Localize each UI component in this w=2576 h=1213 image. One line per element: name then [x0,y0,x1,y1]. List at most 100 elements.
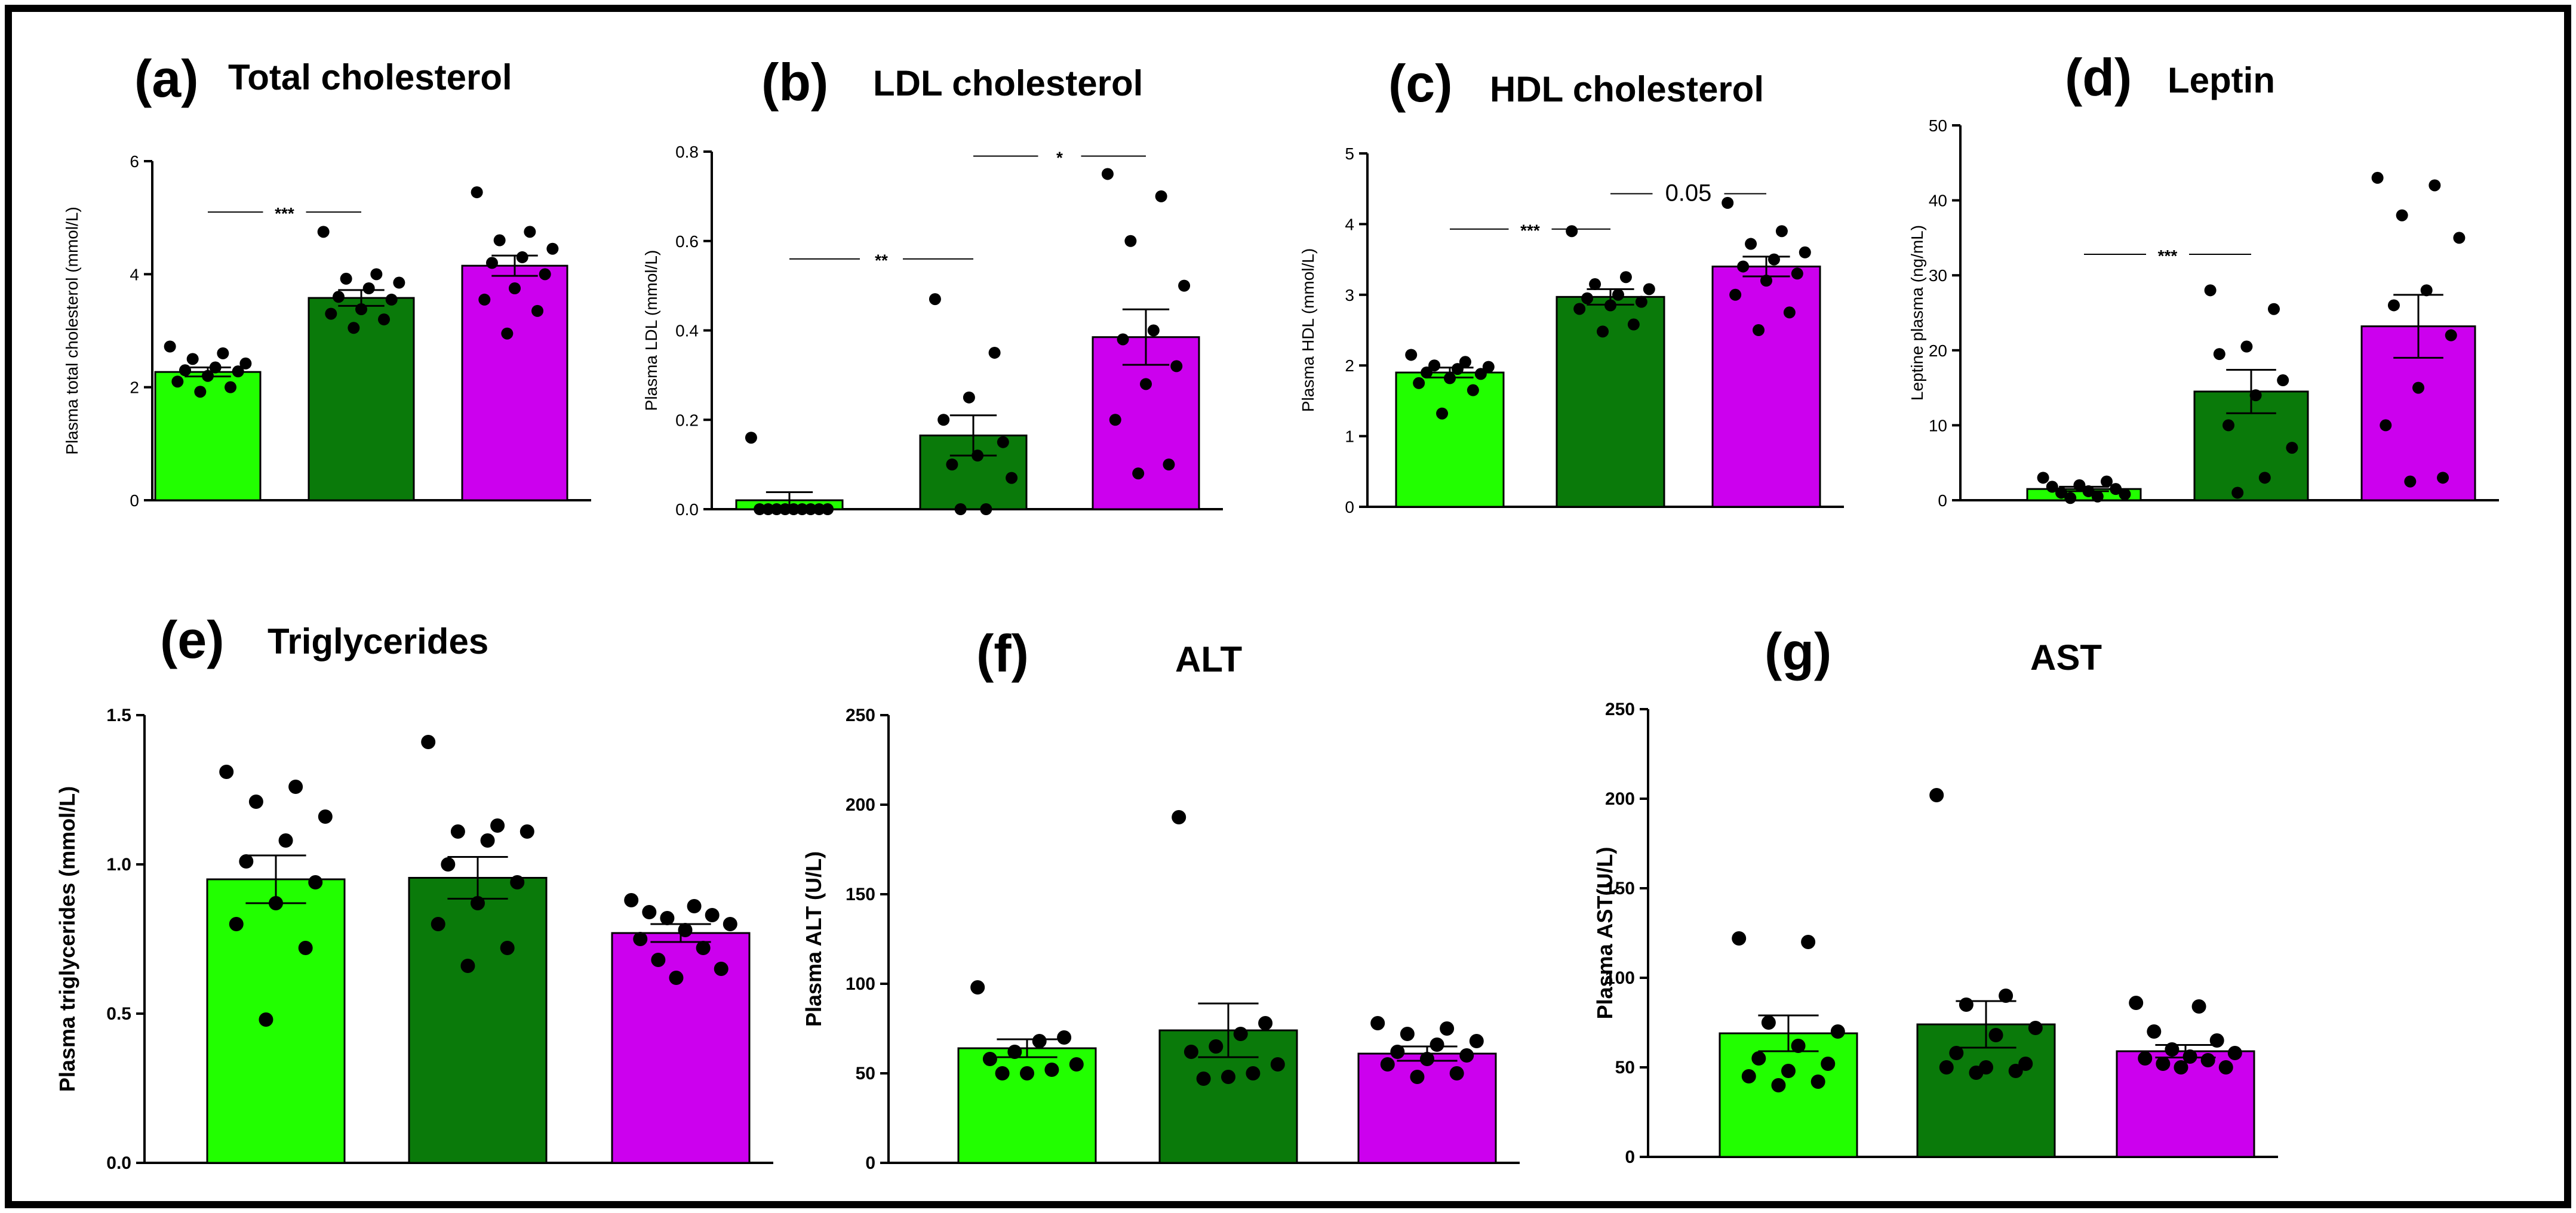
y-tick-label: 150 [1605,879,1635,898]
data-point [762,503,774,515]
panel-title: LDL cholesterol [873,63,1143,103]
data-point [2429,179,2441,192]
sig-label: *** [2158,247,2178,265]
data-point [370,268,383,281]
data-point [1589,278,1601,291]
data-point [1581,292,1594,304]
data-point [2240,340,2253,353]
data-point [225,381,237,393]
data-point [1753,324,1765,336]
data-point [510,875,525,889]
y-tick-label: 0.2 [675,411,699,429]
data-point [2404,475,2417,488]
data-point [1949,1046,1964,1060]
y-tick-label: 3 [1345,286,1354,304]
data-point [1760,275,1772,287]
data-point [1969,1066,1984,1080]
data-point [1745,238,1757,250]
data-point [2445,329,2457,341]
y-tick-label: 1.0 [106,855,131,875]
data-point [2055,487,2067,499]
data-point [1101,168,1114,180]
data-point [2156,1057,2171,1071]
data-point [2138,1051,2153,1066]
data-point [954,503,967,515]
panel-title: HDL cholesterol [1490,69,1764,109]
y-tick-label: 20 [1929,341,1947,360]
data-point [179,364,191,377]
data-point [1722,196,1734,209]
data-point [1270,1057,1285,1072]
data-point [745,432,757,444]
data-point [519,824,534,839]
data-point [1006,472,1018,484]
data-point [1430,1037,1444,1052]
data-point [624,893,639,907]
data-point [1421,367,1433,379]
y-tick-label: 30 [1929,266,1947,285]
y-tick-label: 0.8 [675,143,699,161]
data-point [2420,284,2433,297]
data-point [1428,359,1441,372]
panel-letter: (f) [976,624,1029,683]
y-axis-label: Leptine plasma (ng/mL) [1908,225,1926,401]
data-point [1109,414,1121,426]
panel-c: (c) HDL cholesterol 0 1 2 3 4 5 Plasma HDL (mmol… [1299,54,1844,516]
data-point [779,503,791,515]
data-point [1069,1057,1084,1072]
data-point [796,503,809,515]
data-point [171,375,184,388]
data-point [2091,490,2104,503]
data-point [705,908,720,922]
y-tick-label: 1.5 [106,706,131,725]
data-point [1469,1034,1484,1048]
data-point [1209,1039,1224,1054]
data-point [1775,225,1788,238]
data-point [937,414,950,426]
data-point [1163,458,1175,471]
data-point [1044,1063,1059,1077]
data-point [1410,1070,1425,1084]
data-point [2110,483,2122,495]
data-point [2387,299,2400,312]
data-point [1959,998,1974,1012]
y-tick-label: 50 [1929,116,1947,135]
data-point [946,458,958,471]
data-point [1627,318,1640,331]
data-point [651,953,666,967]
data-point [2129,996,2144,1010]
data-point [2213,348,2225,361]
data-point [2008,1064,2023,1078]
data-point [2182,1049,2197,1064]
data-point [478,293,491,306]
data-point [2028,1021,2043,1035]
panel-d: (d) Leptin 0 10 20 30 40 50 Leptine plasma (ng/m… [1908,48,2499,510]
data-point [485,257,498,269]
data-point [2231,487,2244,499]
data-point [1440,1021,1455,1036]
data-point [963,391,975,404]
data-point [2371,171,2384,184]
data-point [493,234,506,247]
data-point [1635,295,1647,308]
sig-label: ** [875,251,888,270]
data-point [1604,299,1616,312]
data-point [660,911,675,925]
data-point [480,833,495,848]
data-point [362,282,375,294]
data-point [1929,788,1944,802]
data-point [546,242,559,255]
data-point [723,917,737,931]
data-point [2082,485,2095,497]
data-point [2037,472,2049,484]
y-tick-label: 200 [846,795,875,815]
data-point [1821,1057,1836,1071]
data-point [2046,481,2058,493]
panel-letter: (e) [160,610,225,669]
sig-label: * [1056,148,1063,167]
data-point [1467,384,1479,396]
data-point [269,896,283,910]
y-tick-label: 0 [1345,498,1354,516]
data-point [393,276,405,289]
data-point [1170,360,1183,372]
